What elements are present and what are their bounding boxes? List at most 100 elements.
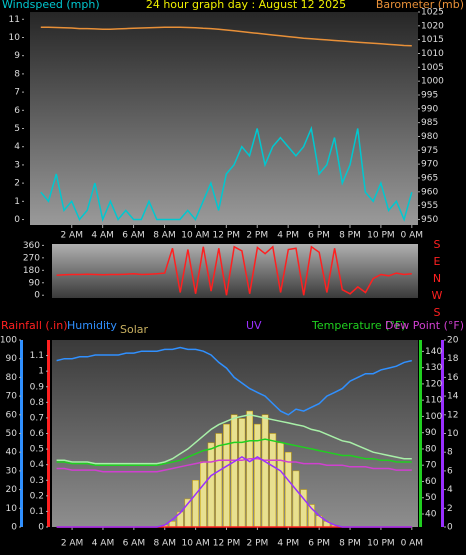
solar-bar: [230, 414, 238, 528]
x-tick-label: 12 PM: [213, 231, 241, 241]
y-tick-label: 70: [425, 461, 437, 471]
y-tick-label: 0: [34, 291, 40, 301]
solar-bar: [261, 414, 269, 528]
solar-bar: [169, 521, 176, 528]
x-tick-label: 2 PM: [247, 539, 269, 549]
x-tick-label: 8 AM: [153, 539, 176, 549]
axis-label: Solar: [120, 323, 149, 336]
x-tick-label: 2 AM: [61, 539, 84, 549]
y-tick-label: 1: [14, 197, 20, 207]
y-tick-label: 955: [421, 201, 438, 211]
solar-bar: [238, 418, 246, 528]
y-tick-label: 965: [421, 173, 438, 183]
plot-area: [30, 12, 418, 225]
y-tick-label: 0.1: [30, 507, 44, 517]
y-tick-label: 0.8: [30, 398, 45, 408]
y-tick-label: 360: [23, 241, 40, 251]
axis-label: UV: [246, 319, 262, 332]
x-tick-label: 6 AM: [122, 231, 145, 241]
y-tick-label: 100: [425, 412, 442, 422]
y-tick-label: 0.9: [30, 382, 45, 392]
axis-bar: [47, 340, 50, 527]
y-tick-label: 975: [421, 146, 438, 156]
y-tick-label: 4: [14, 142, 20, 152]
y-tick-label: 9: [14, 51, 20, 61]
solar-bar: [246, 410, 254, 528]
axis-bar: [20, 340, 23, 527]
series-line: [40, 125, 413, 222]
y-tick-label: 80: [6, 373, 18, 383]
solar-bar: [223, 423, 230, 528]
chart-title: 24 hour graph day : August 12 2025: [146, 0, 346, 11]
x-tick-label: 2 AM: [60, 231, 83, 241]
y-tick-label: 40: [425, 509, 437, 519]
y-tick-label: 10: [6, 504, 18, 514]
x-tick-label: 12 PM: [213, 539, 241, 549]
y-tick-label: 40: [6, 448, 18, 458]
solar-bar: [269, 433, 277, 528]
y-tick-label: 120: [425, 379, 442, 389]
y-tick-label: 14: [447, 392, 459, 402]
y-tick-label: 12: [447, 410, 458, 420]
x-tick-label: 6 AM: [123, 539, 146, 549]
y-tick-label: 20: [447, 336, 459, 346]
y-tick-label: 100: [0, 336, 17, 346]
y-tick-label: 50: [425, 493, 437, 503]
y-tick-label: 1015: [421, 35, 444, 45]
x-tick-label: 2 PM: [246, 231, 268, 241]
series-line: [56, 438, 412, 466]
y-tick-label: 2: [14, 179, 20, 189]
y-tick-label: 0.2: [30, 491, 44, 501]
y-tick-label: 270: [23, 253, 40, 263]
y-tick-label: 990: [421, 104, 438, 114]
series-line: [40, 26, 412, 47]
y-tick-label: 1020: [421, 21, 444, 31]
y-tick-label: 960: [421, 187, 438, 197]
y-tick-label: 0: [38, 523, 44, 533]
y-tick-label: 6: [14, 106, 20, 116]
compass-label: S: [434, 306, 441, 319]
x-tick-label: 0 AM: [401, 231, 424, 241]
y-tick-label: 0.3: [30, 476, 44, 486]
x-tick-label: 10 AM: [181, 539, 209, 549]
series-line: [56, 414, 412, 465]
y-tick-label: 180: [23, 266, 40, 276]
y-tick-label: 3: [14, 160, 20, 170]
y-tick-label: 18: [447, 354, 459, 364]
x-tick-label: 6 PM: [308, 539, 330, 549]
y-tick-label: 0.4: [30, 460, 45, 470]
y-tick-label: 8: [14, 69, 20, 79]
y-tick-label: 16: [447, 373, 459, 383]
series-line: [56, 456, 412, 528]
solar-bar: [277, 442, 284, 528]
axis-label: Temperature (°F): [311, 319, 406, 332]
series-line: [56, 457, 412, 473]
x-tick-label: 6 PM: [308, 231, 330, 241]
solar-bar: [215, 433, 223, 528]
y-tick-label: 7: [14, 88, 20, 98]
y-tick-label: 980: [421, 132, 438, 142]
x-tick-label: 4 PM: [277, 231, 299, 241]
y-tick-label: 1000: [421, 77, 444, 87]
axis-label: Barometer (mb): [376, 0, 464, 11]
x-tick-label: 8 PM: [339, 539, 361, 549]
series-line: [56, 346, 412, 416]
y-tick-label: 20: [6, 485, 18, 495]
x-tick-label: 4 AM: [91, 231, 114, 241]
solar-bar: [192, 480, 199, 528]
y-tick-label: 1025: [421, 8, 444, 18]
axis-label: Humidity: [67, 319, 117, 332]
y-tick-label: 80: [425, 444, 437, 454]
solar-bar: [200, 461, 207, 528]
y-tick-label: 70: [6, 392, 18, 402]
x-tick-label: 10 PM: [367, 539, 395, 549]
y-tick-label: 6: [447, 466, 453, 476]
y-tick-label: 130: [425, 363, 442, 373]
x-tick-label: 4 PM: [277, 539, 299, 549]
compass-label: N: [433, 272, 441, 285]
compass-label: S: [434, 238, 441, 251]
y-tick-label: 60: [425, 477, 437, 487]
axis-label: Rainfall (.in): [1, 319, 68, 332]
y-tick-label: 1: [38, 367, 44, 377]
y-tick-label: 60: [6, 410, 18, 420]
